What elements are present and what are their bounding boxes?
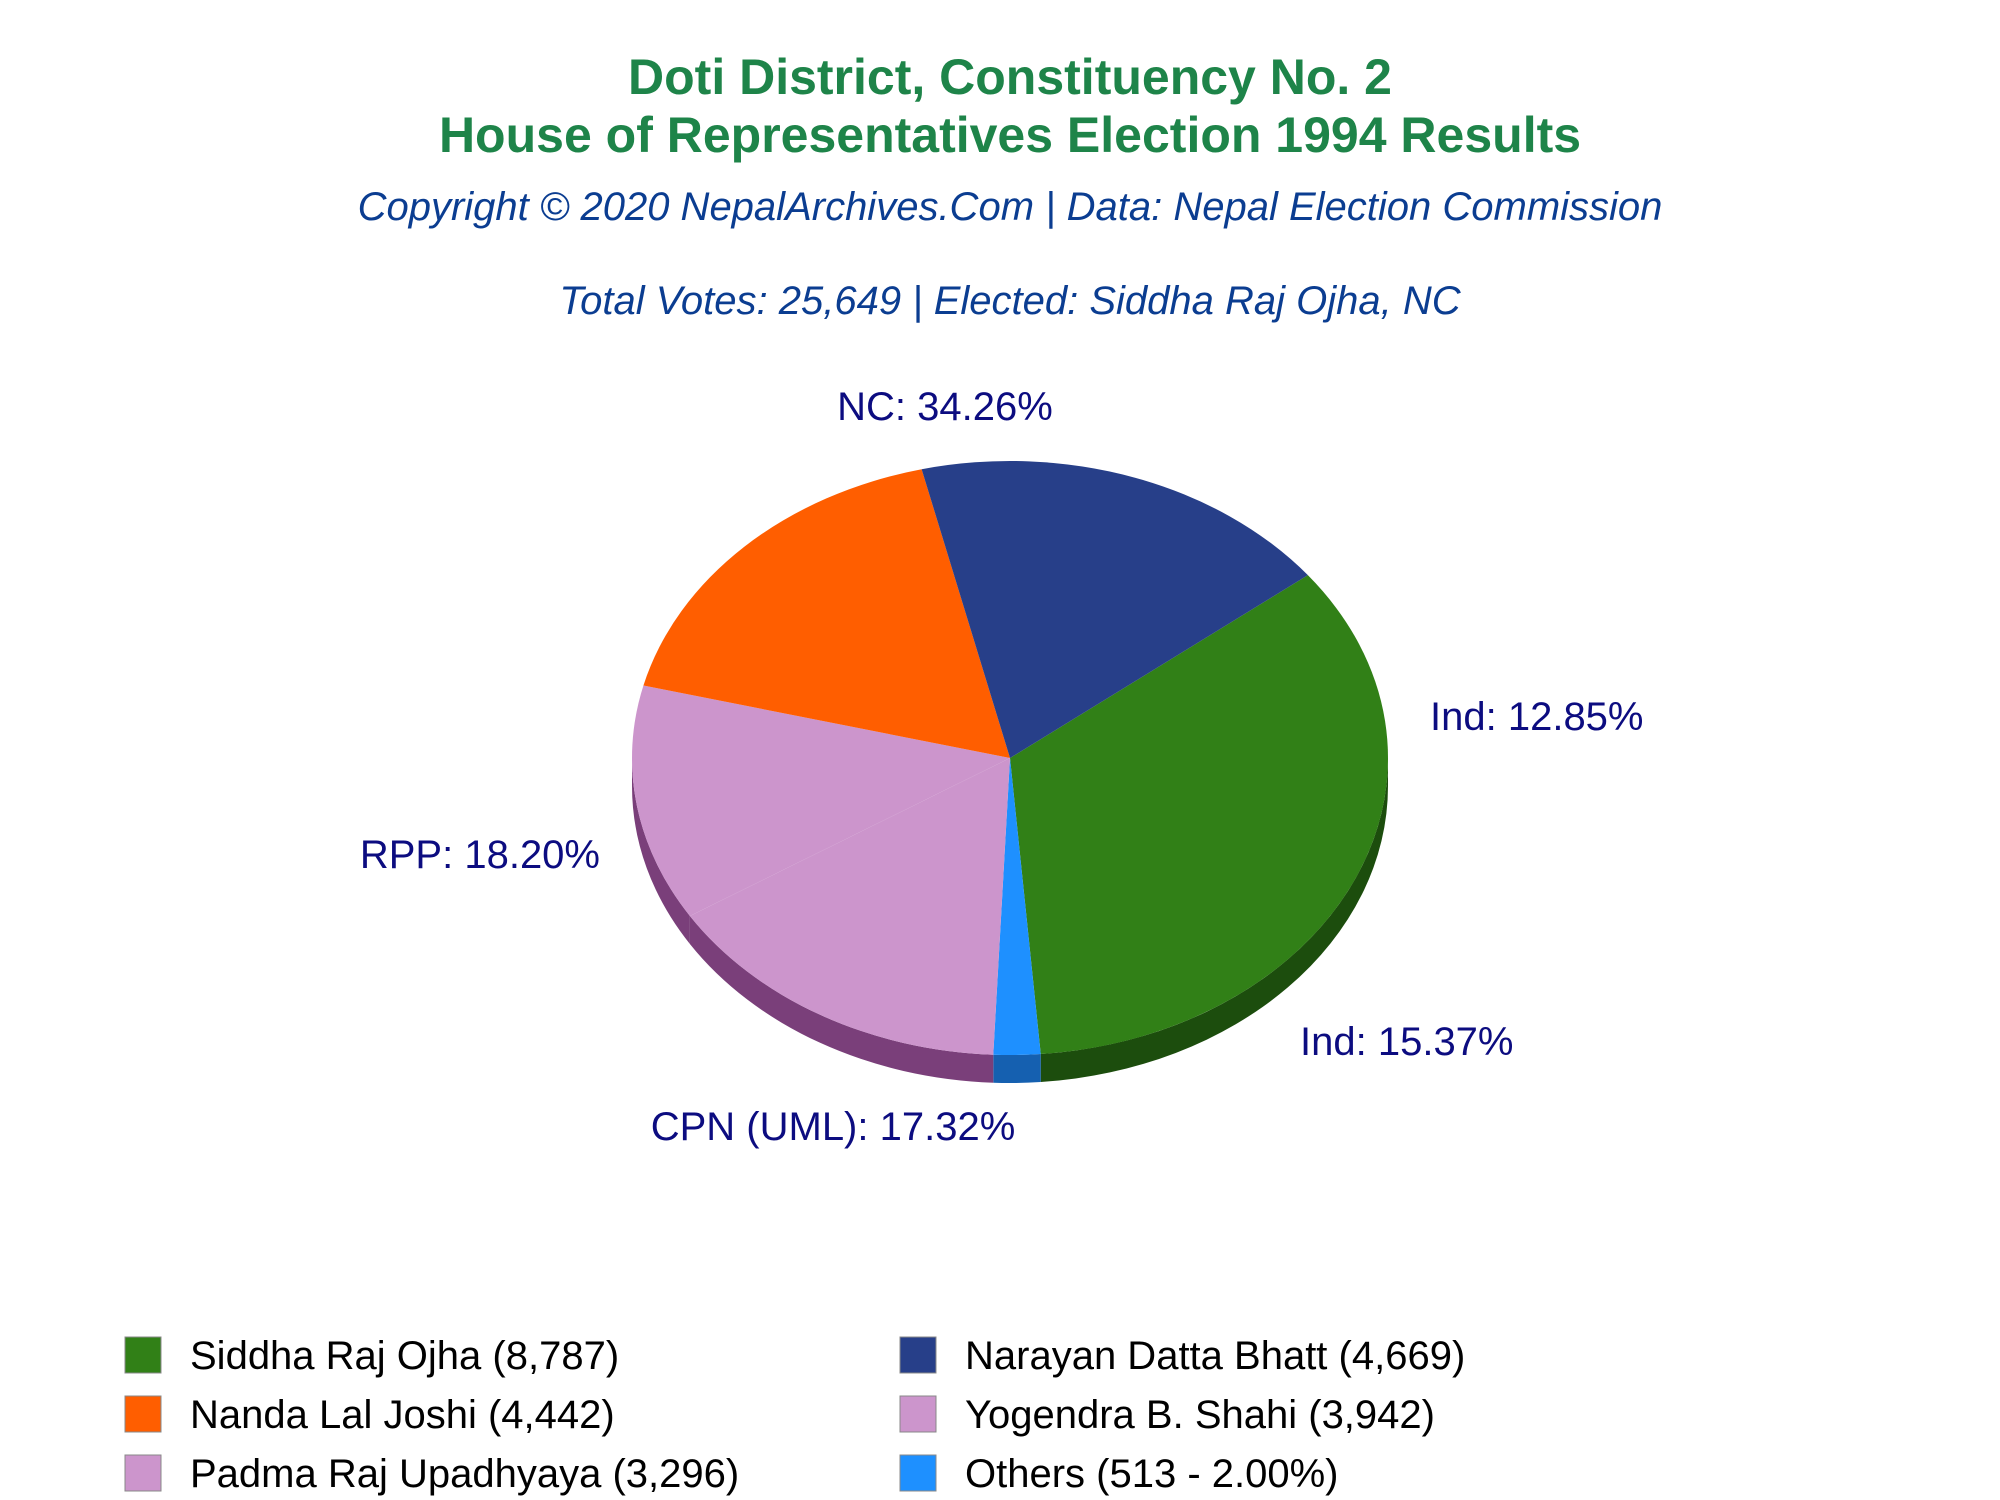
legend-label-2: Narayan Datta Bhatt (4,669) [965, 1334, 1465, 1378]
pie-slice-3-side-1 [689, 915, 994, 1083]
chart-title-line2: House of Representatives Election 1994 R… [439, 107, 1581, 163]
pie-slice-3-label: Ind: 15.37% [1300, 1020, 1514, 1064]
legend: Siddha Raj Ojha (8,787) Narayan Datta Bha… [124, 1334, 1465, 1496]
legend-label-6: Others (513 - 2.00%) [965, 1452, 1339, 1496]
legend-label-5: Padma Raj Upadhyaya (3,296) [190, 1452, 739, 1496]
legend-label-4: Yogendra B. Shahi (3,942) [965, 1393, 1435, 1437]
pie-slice-2 [993, 758, 1041, 1055]
pie-slice-1 [1010, 575, 1388, 1055]
pie-slice-6-label: RPP: 18.20% [360, 833, 600, 877]
legend-swatch-4 [899, 1395, 937, 1433]
chart-title: Doti District, Constituency No. 2 [628, 49, 1392, 105]
legend-label-3: Nanda Lal Joshi (4,442) [190, 1393, 615, 1437]
pie-slice-2-side-1 [993, 1054, 1041, 1083]
pie-slice-5 [643, 469, 1010, 758]
pie-slice-4 [631, 685, 1010, 916]
pie-slices [631, 460, 1388, 1055]
legend-label-1: Siddha Raj Ojha (8,787) [190, 1334, 619, 1378]
chart-subtitle: Copyright © 2020 NepalArchives.Com | Dat… [358, 185, 1663, 229]
legend-swatch-1 [124, 1336, 162, 1374]
chart-summary: Total Votes: 25,649 | Elected: Siddha Ra… [559, 279, 1461, 323]
legend-swatch-2 [899, 1336, 937, 1374]
legend-swatch-3 [124, 1395, 162, 1433]
pie-slice-4-side-1 [632, 758, 690, 944]
pie-slice-1-label: NC: 34.26% [837, 385, 1053, 429]
legend-swatch-5 [124, 1454, 162, 1492]
pie-depth [632, 758, 1388, 1083]
pie-slice-5-label: CPN (UML): 17.32% [651, 1105, 1016, 1149]
legend-swatch-6 [899, 1454, 937, 1492]
pie-slice-1-side-1 [1040, 758, 1388, 1083]
slice-labels: NC: 34.26% Ind: 15.37% Ind: 12.85% CPN (UML… [360, 385, 1644, 1149]
pie-slice-3 [689, 758, 1010, 1055]
pie-slice-6 [921, 460, 1308, 758]
pie-slice-4-label: Ind: 12.85% [1430, 695, 1644, 739]
